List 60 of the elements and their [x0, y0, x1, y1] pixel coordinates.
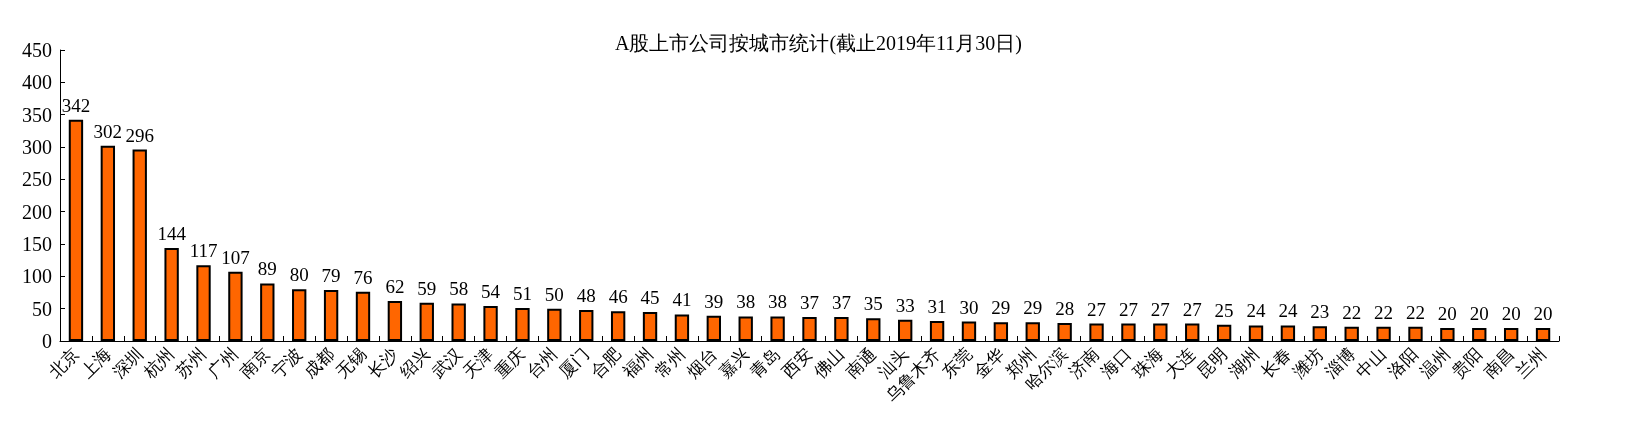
data-label: 37 — [800, 292, 819, 314]
data-label: 23 — [1310, 301, 1330, 323]
data-label: 38 — [768, 291, 788, 313]
data-label: 20 — [1533, 303, 1553, 325]
y-tick-label: 50 — [32, 297, 52, 320]
data-label: 35 — [863, 293, 883, 315]
y-tick-label: 0 — [42, 330, 52, 352]
data-label: 58 — [449, 278, 469, 300]
data-label: 27 — [1087, 298, 1107, 320]
data-label: 27 — [1118, 298, 1138, 320]
data-label: 31 — [927, 295, 947, 317]
y-tick-label: 200 — [22, 200, 52, 223]
data-label: 20 — [1501, 303, 1521, 325]
y-tick-label: 250 — [22, 168, 52, 191]
data-label: 22 — [1374, 301, 1394, 323]
data-label: 29 — [1023, 297, 1043, 319]
x-tick-label: 东莞 — [938, 344, 976, 382]
data-label: 45 — [640, 286, 660, 308]
data-label: 62 — [385, 275, 405, 297]
data-label: 28 — [1055, 297, 1075, 319]
data-label: 59 — [417, 277, 437, 299]
data-label: 89 — [257, 258, 277, 280]
data-label: 117 — [189, 240, 218, 262]
data-label: 27 — [1182, 298, 1202, 320]
data-label: 29 — [991, 297, 1011, 319]
data-label: 22 — [1342, 301, 1362, 323]
data-label: 51 — [512, 283, 532, 305]
data-label: 296 — [125, 124, 154, 146]
data-label: 39 — [704, 290, 724, 312]
data-label: 20 — [1437, 303, 1457, 325]
data-label: 38 — [736, 291, 756, 313]
data-label: 48 — [576, 284, 596, 306]
data-label: 27 — [1150, 298, 1170, 320]
data-label: 80 — [289, 264, 309, 286]
data-label: 46 — [608, 286, 628, 308]
data-label: 41 — [672, 289, 692, 311]
data-label: 144 — [157, 222, 187, 244]
y-tick-label: 150 — [22, 233, 52, 255]
data-label: 24 — [1278, 300, 1298, 322]
data-label: 24 — [1246, 300, 1267, 322]
data-label: 30 — [959, 296, 979, 318]
data-label: 22 — [1405, 301, 1425, 323]
y-tick-label: 450 — [22, 39, 52, 61]
data-label: 54 — [481, 281, 501, 303]
data-label: 302 — [93, 120, 123, 142]
y-tick-label: 100 — [22, 265, 52, 288]
data-label: 342 — [61, 94, 91, 116]
data-label: 33 — [895, 294, 915, 316]
data-label: 76 — [353, 266, 373, 288]
data-label: 107 — [221, 246, 250, 268]
chart-title: A股上市公司按城市统计(截止2019年11月30日) — [614, 32, 1023, 55]
data-label: 79 — [321, 264, 341, 286]
y-tick-label: 300 — [22, 136, 52, 158]
x-tick-label: 重庆 — [491, 344, 530, 382]
y-tick-label: 400 — [22, 71, 52, 94]
data-label: 25 — [1214, 299, 1234, 321]
y-tick-label: 350 — [22, 103, 52, 126]
data-label: 20 — [1469, 303, 1489, 325]
data-label: 50 — [544, 283, 564, 305]
data-label: 37 — [831, 292, 851, 314]
